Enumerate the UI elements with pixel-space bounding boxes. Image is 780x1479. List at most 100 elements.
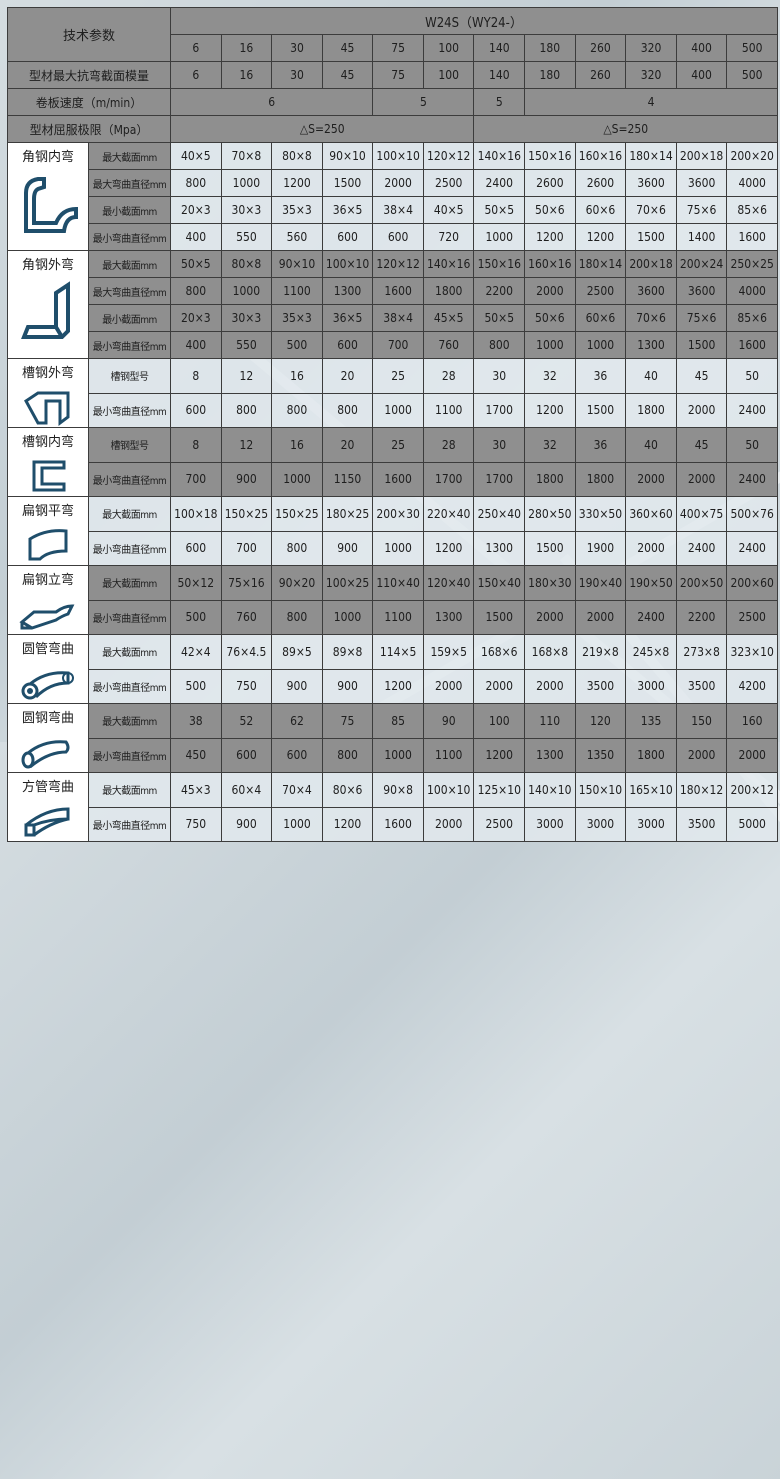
value-cell: 600 — [220, 737, 273, 773]
row-label: 最小弯曲直径mm — [87, 530, 172, 566]
value-cell: 12 — [220, 358, 273, 394]
table-row: 最小弯曲直径mm 600 700 800 900 1000 1200 1300 1500 1900… — [8, 530, 778, 566]
value-cell: 16 — [271, 358, 323, 394]
model-name: W24S（WY24-） — [170, 7, 778, 35]
spec-table: 技术参数 W24S（WY24-） 6 16 30 45 75 100 140 180 260 320 4… — [6, 7, 778, 842]
value-cell: 760 — [220, 599, 273, 635]
value-cell: 1000 — [271, 806, 323, 842]
value-cell: 720 — [422, 223, 475, 251]
value-cell: 62 — [271, 703, 323, 739]
value-cell: 200×20 — [726, 142, 778, 170]
row-label: 最小弯曲直径mm — [87, 737, 172, 773]
value-cell: 4200 — [726, 668, 778, 704]
value-cell: 159×5 — [422, 634, 475, 670]
value-cell: 500 — [170, 599, 222, 635]
value-cell: 800 — [271, 392, 323, 428]
value-cell: 1600 — [372, 277, 424, 305]
row-label: 槽钢型号 — [87, 358, 172, 394]
param-value: 140 — [473, 61, 526, 89]
value-cell: 245×8 — [625, 634, 677, 670]
square-tube-bend-icon — [9, 801, 88, 841]
value-cell: 360×60 — [625, 496, 677, 532]
value-cell: 140×16 — [422, 250, 475, 278]
param-value: 16 — [220, 61, 273, 89]
value-cell: 1200 — [574, 223, 627, 251]
section-label: 方管弯曲 — [7, 772, 89, 842]
value-cell: 45×3 — [170, 772, 222, 808]
param-value: 6 — [170, 61, 222, 89]
row-label: 最大弯曲直径mm — [87, 169, 172, 197]
value-cell: 200×18 — [625, 250, 677, 278]
value-cell: 1600 — [372, 806, 424, 842]
value-cell: 2000 — [625, 530, 677, 566]
column-header: 45 — [321, 34, 374, 62]
table-row: 最小弯曲直径mm 700 900 1000 1150 1600 1700 1700 1800 18… — [8, 461, 778, 497]
value-cell: 2000 — [422, 806, 475, 842]
row-label: 最大截面mm — [87, 142, 172, 170]
value-cell: 280×50 — [524, 496, 576, 532]
value-cell: 140×10 — [524, 772, 576, 808]
row-label: 最小弯曲直径mm — [87, 461, 172, 497]
value-cell: 2000 — [524, 277, 576, 305]
value-cell: 3600 — [675, 169, 728, 197]
param-value: 100 — [422, 61, 475, 89]
param-value: 260 — [574, 61, 627, 89]
value-cell: 3600 — [625, 277, 677, 305]
value-cell: 600 — [170, 530, 222, 566]
value-cell: 550 — [220, 223, 273, 251]
column-header: 320 — [625, 34, 677, 62]
angle-inner-bend-icon — [9, 171, 88, 237]
value-cell: 2000 — [524, 599, 576, 635]
value-cell: 1300 — [625, 331, 677, 359]
value-cell: 20 — [321, 427, 374, 463]
value-cell: 90×10 — [271, 250, 323, 278]
row-label: 最大截面mm — [87, 250, 172, 278]
value-cell: 40×5 — [170, 142, 222, 170]
value-cell: 400 — [170, 223, 222, 251]
row-label: 槽钢型号 — [87, 427, 172, 463]
value-cell: 1200 — [524, 223, 576, 251]
value-cell: 8 — [170, 358, 222, 394]
value-cell: 4000 — [726, 277, 778, 305]
value-cell: 40 — [625, 427, 677, 463]
flat-steel-edge-bend-icon — [9, 594, 88, 634]
value-cell: 1800 — [574, 461, 627, 497]
value-cell: 2400 — [726, 392, 778, 428]
angle-outer-bend-icon — [9, 279, 88, 345]
value-cell: 135 — [625, 703, 677, 739]
header-title: 技术参数 — [6, 7, 172, 62]
value-cell: 800 — [473, 331, 526, 359]
param-value: 180 — [524, 61, 576, 89]
value-cell: 150×16 — [473, 250, 526, 278]
section-label: 扁钢立弯 — [7, 565, 89, 635]
value-cell: 36 — [574, 427, 627, 463]
value-cell: 1600 — [726, 331, 778, 359]
value-cell: 2500 — [422, 169, 475, 197]
value-cell: 3600 — [675, 277, 728, 305]
row-label: 最小弯曲直径mm — [87, 806, 172, 842]
value-cell: 168×6 — [473, 634, 526, 670]
value-cell: 180×14 — [625, 142, 677, 170]
value-cell: 800 — [170, 277, 222, 305]
value-cell: 2400 — [726, 461, 778, 497]
value-cell: 400 — [170, 331, 222, 359]
column-header: 30 — [271, 34, 323, 62]
value-cell: 760 — [422, 331, 475, 359]
row-label: 最大弯曲直径mm — [87, 277, 172, 305]
value-cell: 1700 — [422, 461, 475, 497]
section-label: 圆管弯曲 — [7, 634, 89, 704]
value-cell: 85×6 — [726, 304, 778, 332]
value-cell: 90 — [422, 703, 475, 739]
value-cell: 219×8 — [574, 634, 627, 670]
value-cell: 150×25 — [271, 496, 323, 532]
value-cell: 1000 — [271, 461, 323, 497]
value-cell: 323×10 — [726, 634, 778, 670]
value-cell: 180×14 — [574, 250, 627, 278]
row-label: 最小截面mm — [87, 196, 172, 224]
value-cell: 900 — [271, 668, 323, 704]
value-cell: 2600 — [574, 169, 627, 197]
table-row: 最小弯曲直径mm 600 800 800 800 1000 1100 1700 1200 1500… — [8, 392, 778, 428]
round-pipe-bend-icon — [9, 663, 88, 703]
column-header: 6 — [170, 34, 222, 62]
value-cell: 200×60 — [726, 565, 778, 601]
